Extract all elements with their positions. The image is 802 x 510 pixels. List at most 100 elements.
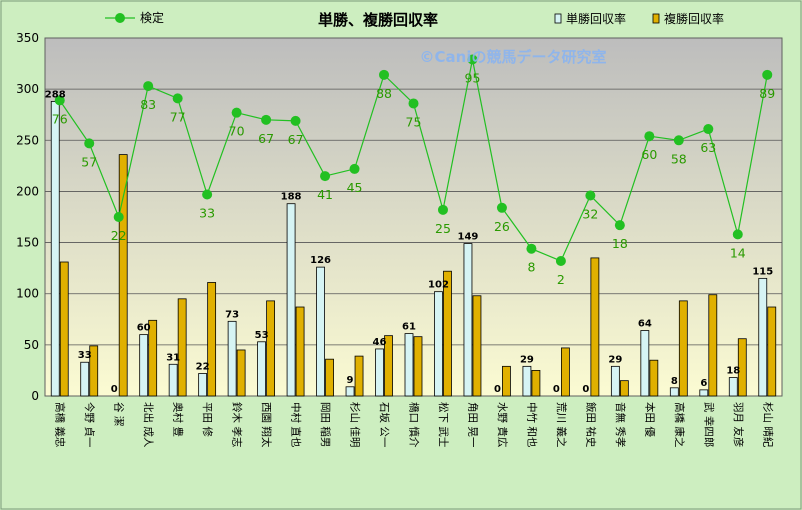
legend-swatch-place bbox=[652, 13, 660, 24]
x-tick-label: 本田 優 bbox=[643, 402, 656, 437]
x-tick-label: 荒川 義之 bbox=[555, 402, 568, 448]
test-line-series bbox=[54, 54, 773, 266]
test-point bbox=[290, 115, 301, 126]
x-tick-label: 杉山 佳明 bbox=[349, 402, 362, 447]
bar-place bbox=[443, 270, 452, 397]
bar-place bbox=[502, 365, 511, 397]
x-tick-label: 中村 直也 bbox=[290, 402, 303, 447]
bar-place bbox=[207, 282, 217, 397]
test-point bbox=[261, 114, 272, 125]
bar-place bbox=[118, 154, 128, 397]
legend-swatch-win bbox=[554, 13, 562, 24]
y-tick-label: 250 bbox=[16, 133, 39, 147]
test-point bbox=[408, 98, 419, 109]
x-tick-label: 水野 貴広 bbox=[496, 402, 509, 447]
bar-place bbox=[354, 355, 364, 397]
y-tick-label: 300 bbox=[16, 82, 39, 96]
test-point-label: 26 bbox=[494, 219, 510, 234]
bars bbox=[50, 101, 777, 397]
bar-place bbox=[649, 359, 659, 397]
x-tick-label: 平田 修 bbox=[201, 402, 214, 437]
x-tick-label: 高橋 康之 bbox=[673, 402, 686, 448]
bar-place bbox=[531, 370, 541, 397]
test-point-label: 89 bbox=[759, 86, 775, 101]
test-point bbox=[202, 189, 213, 200]
x-tick-label: 奥村 豊 bbox=[172, 402, 185, 437]
bar-win bbox=[375, 348, 384, 397]
test-point bbox=[437, 204, 448, 215]
test-point-label: 60 bbox=[641, 147, 657, 162]
bar-value-label: 188 bbox=[281, 192, 302, 203]
bar-win bbox=[139, 334, 149, 397]
test-point-label: 95 bbox=[465, 70, 481, 85]
bar-value-label: 18 bbox=[726, 366, 740, 377]
bar-win bbox=[227, 320, 237, 397]
legend-marker-swatch bbox=[115, 13, 125, 23]
test-point-label: 22 bbox=[111, 228, 127, 243]
y-tick-label: 200 bbox=[16, 184, 39, 198]
bar-win bbox=[345, 386, 355, 397]
x-tick-label: 岡田 稲男 bbox=[319, 402, 331, 447]
bar-value-label: 33 bbox=[78, 350, 92, 361]
bar-win bbox=[434, 291, 443, 397]
y-tick-label: 50 bbox=[24, 338, 39, 352]
watermark: ©Caniの競馬データ研究室 bbox=[420, 48, 607, 66]
bar-value-label: 46 bbox=[373, 337, 387, 348]
bar-place bbox=[590, 257, 600, 397]
bar-place bbox=[325, 358, 334, 397]
x-tick-label: 鈴木 孝志 bbox=[231, 402, 244, 447]
test-point-label: 76 bbox=[52, 111, 68, 126]
bar-win bbox=[669, 387, 679, 397]
x-tick-label: 谷 潔 bbox=[113, 402, 126, 426]
test-point bbox=[614, 220, 625, 231]
test-point bbox=[526, 243, 537, 254]
test-point-label: 14 bbox=[730, 245, 746, 260]
test-point bbox=[172, 93, 183, 104]
bar-value-label: 22 bbox=[196, 361, 210, 372]
bar-value-label: 8 bbox=[671, 376, 678, 387]
test-point-label: 57 bbox=[81, 154, 97, 169]
gridlines bbox=[45, 88, 782, 346]
test-point bbox=[84, 138, 95, 149]
x-tick-label: 武 幸四郎 bbox=[702, 402, 715, 447]
legend-label-win: 単勝回収率 bbox=[566, 11, 626, 26]
bar-place bbox=[59, 261, 69, 397]
bar-value-label: 0 bbox=[553, 384, 560, 395]
test-point bbox=[320, 171, 331, 182]
bar-place bbox=[737, 338, 747, 397]
chart-title: 単勝、複勝回収率 bbox=[318, 11, 438, 29]
bar-value-label: 102 bbox=[428, 280, 449, 291]
x-tick-label: 北出 成人 bbox=[142, 402, 155, 448]
test-point bbox=[349, 163, 360, 174]
x-axis-ticks: 高橋 義忠 今野 貞一 谷 潔 北出 成人 奥村 豊 平田 修 鈴木 孝志 西園 翔太 中村 直… bbox=[54, 402, 775, 448]
test-point-label: 8 bbox=[527, 260, 535, 275]
test-point-label: 63 bbox=[700, 140, 716, 155]
x-tick-label: 羽月 友彦 bbox=[732, 402, 745, 447]
y-tick-label: 100 bbox=[16, 287, 39, 301]
test-point bbox=[732, 229, 743, 240]
bar-win bbox=[610, 365, 620, 397]
bar-value-label: 64 bbox=[638, 319, 652, 330]
bar-value-label: 73 bbox=[225, 309, 239, 320]
bar-win bbox=[522, 365, 532, 397]
bar-place bbox=[236, 349, 246, 397]
x-tick-label: 音無 秀孝 bbox=[614, 402, 627, 447]
x-tick-label: 西園 翔太 bbox=[260, 402, 273, 448]
test-point bbox=[585, 190, 596, 201]
bar-value-label: 149 bbox=[458, 232, 479, 243]
test-point-label: 58 bbox=[671, 151, 687, 166]
bar-win bbox=[286, 203, 296, 397]
x-tick-label: 今野 貞一 bbox=[83, 402, 96, 448]
test-point-label: 77 bbox=[170, 109, 186, 124]
legend-label-place: 複勝回収率 bbox=[664, 11, 724, 26]
test-point-label: 45 bbox=[347, 180, 363, 195]
legend: 検定 単勝回収率 複勝回収率 bbox=[105, 10, 724, 26]
bar-place bbox=[295, 306, 305, 397]
x-tick-label: 中竹 和也 bbox=[525, 402, 538, 447]
test-point bbox=[496, 202, 507, 213]
y-tick-label: 350 bbox=[16, 31, 39, 45]
bar-win bbox=[168, 363, 178, 397]
test-point-label: 41 bbox=[317, 187, 333, 202]
